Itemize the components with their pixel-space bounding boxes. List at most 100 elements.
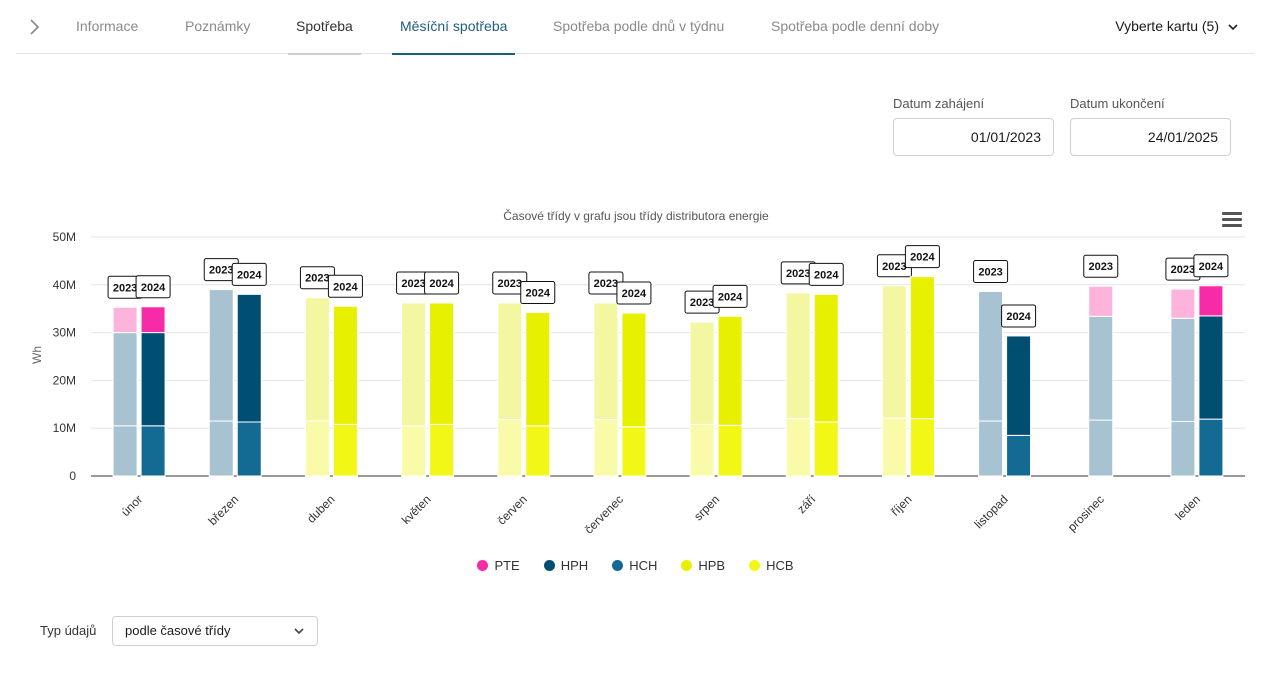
tab-label: Spotřeba podle dnů v týdnu	[553, 18, 725, 34]
x-tick-label: listopad	[972, 492, 1011, 531]
bar-segment-hch	[1088, 419, 1114, 477]
start-date-input[interactable]: 01/01/2023	[893, 118, 1054, 156]
legend-item-pte[interactable]: PTE	[477, 558, 520, 573]
bar-segment-hph	[112, 332, 138, 427]
bar-segment-hcb	[689, 423, 715, 477]
legend-dot	[749, 560, 761, 571]
tab-mesicni-spotreba[interactable]: Měsíční spotřeba	[392, 0, 516, 55]
data-type-value: podle časové třídy	[125, 623, 231, 638]
year-label: 2023	[594, 278, 618, 290]
card-select-dropdown[interactable]: Vyberte kartu (5)	[1115, 0, 1239, 54]
year-badge	[616, 281, 652, 305]
bar-segment-hcb	[593, 419, 619, 477]
y-tick-label: 50M	[53, 230, 76, 244]
bar-segment-hpb	[621, 312, 647, 428]
x-tick-label: květen	[399, 492, 434, 527]
bar-segment-hch	[112, 425, 138, 477]
year-label: 2023	[786, 268, 810, 280]
legend-item-hcb[interactable]: HCB	[749, 558, 794, 573]
year-label: 2024	[526, 288, 551, 300]
bar-segment-pte	[1088, 285, 1114, 317]
bar-segment-hpb	[593, 302, 619, 421]
bar-segment-hcb	[332, 423, 358, 477]
y-axis-label: Wh	[30, 346, 44, 364]
year-label: 2023	[978, 266, 1002, 278]
tab-label: Poznámky	[185, 18, 251, 34]
bar-segment-hpb	[689, 321, 715, 425]
bar-segment-hcb	[304, 420, 330, 477]
year-label: 2024	[622, 288, 647, 300]
bar-segment-hcb	[813, 421, 839, 477]
year-label: 2023	[1089, 261, 1113, 273]
year-badge	[1083, 254, 1119, 278]
x-tick-label: červenec	[582, 492, 626, 536]
legend-item-hch[interactable]: HCH	[612, 558, 657, 573]
bar-segment-hcb	[497, 419, 523, 477]
year-label: 2024	[814, 269, 839, 281]
y-tick-label: 40M	[53, 278, 76, 292]
bar-segment-hpb	[497, 302, 523, 421]
year-label: 2023	[690, 297, 714, 309]
bar-segment-pte	[1170, 288, 1196, 319]
chart-menu-icon[interactable]	[1222, 212, 1242, 228]
bar-segment-pte	[1198, 285, 1224, 317]
legend-dot	[681, 560, 693, 571]
top-navigation: Informace Poznámky Spotřeba Měsíční spot…	[16, 0, 1255, 55]
year-label: 2023	[113, 282, 137, 294]
y-tick-label: 10M	[53, 421, 76, 435]
year-label: 2024	[333, 281, 358, 293]
start-date-label: Datum zahájení	[893, 96, 985, 111]
bar-segment-hcb	[525, 425, 551, 477]
legend-item-hph[interactable]: HPH	[543, 558, 588, 573]
legend-label: PTE	[494, 558, 520, 573]
chart-legend: PTE HPH HCH HPB HCB	[0, 558, 1271, 573]
year-label: 2023	[1171, 264, 1195, 276]
bar-segment-hch	[978, 420, 1004, 477]
legend-item-hpb[interactable]: HPB	[681, 558, 725, 573]
tab-label: Informace	[76, 18, 139, 34]
year-label: 2024	[1199, 261, 1224, 273]
legend-dot	[477, 560, 489, 571]
legend-dot	[612, 560, 624, 571]
year-label: 2024	[910, 252, 935, 264]
tab-spotreba-podle-dnu[interactable]: Spotřeba podle dnů v týdnu	[553, 0, 724, 54]
tab-spotreba[interactable]: Spotřeba	[288, 0, 361, 55]
bar-segment-hpb	[304, 297, 330, 422]
bar-segment-hph	[978, 290, 1004, 422]
tab-informace[interactable]: Informace	[76, 0, 138, 54]
x-tick-label: červen	[494, 492, 529, 527]
year-badge	[808, 262, 844, 286]
bar-segment-hph	[208, 289, 234, 422]
year-badge	[231, 262, 267, 286]
tab-poznamky[interactable]: Poznámky	[185, 0, 250, 54]
year-badge	[904, 245, 940, 269]
bar-segment-hpb	[717, 315, 743, 426]
x-tick-label: září	[794, 492, 819, 517]
year-label: 2023	[401, 278, 425, 290]
tab-spotreba-podle-denni-doby[interactable]: Spotřeba podle denní doby	[771, 0, 939, 54]
chevron-right-icon[interactable]	[24, 16, 44, 38]
end-date-label: Datum ukončení	[1070, 96, 1165, 111]
bar-segment-hch	[236, 421, 262, 477]
end-date-input[interactable]: 24/01/2025	[1070, 118, 1231, 156]
bar-segment-pte	[112, 306, 138, 334]
year-label: 2024	[429, 278, 454, 290]
tab-underline	[288, 53, 361, 55]
x-tick-label: únor	[118, 492, 145, 519]
year-label: 2023	[209, 265, 233, 277]
year-label: 2023	[498, 278, 522, 290]
tab-label: Spotřeba	[296, 18, 353, 34]
year-badge	[712, 284, 748, 308]
data-type-select[interactable]: podle časové třídy	[112, 616, 318, 646]
year-badge	[424, 271, 460, 295]
year-badge	[973, 259, 1009, 283]
bar-segment-hcb	[621, 426, 647, 477]
y-tick-label: 0	[69, 469, 76, 483]
year-label: 2024	[718, 291, 743, 303]
chevron-down-icon	[294, 628, 304, 635]
year-label: 2024	[1006, 311, 1031, 323]
chevron-down-icon	[1228, 24, 1238, 31]
x-tick-label: březen	[206, 492, 242, 528]
bar-segment-hpb	[813, 293, 839, 423]
year-label: 2023	[882, 261, 906, 273]
